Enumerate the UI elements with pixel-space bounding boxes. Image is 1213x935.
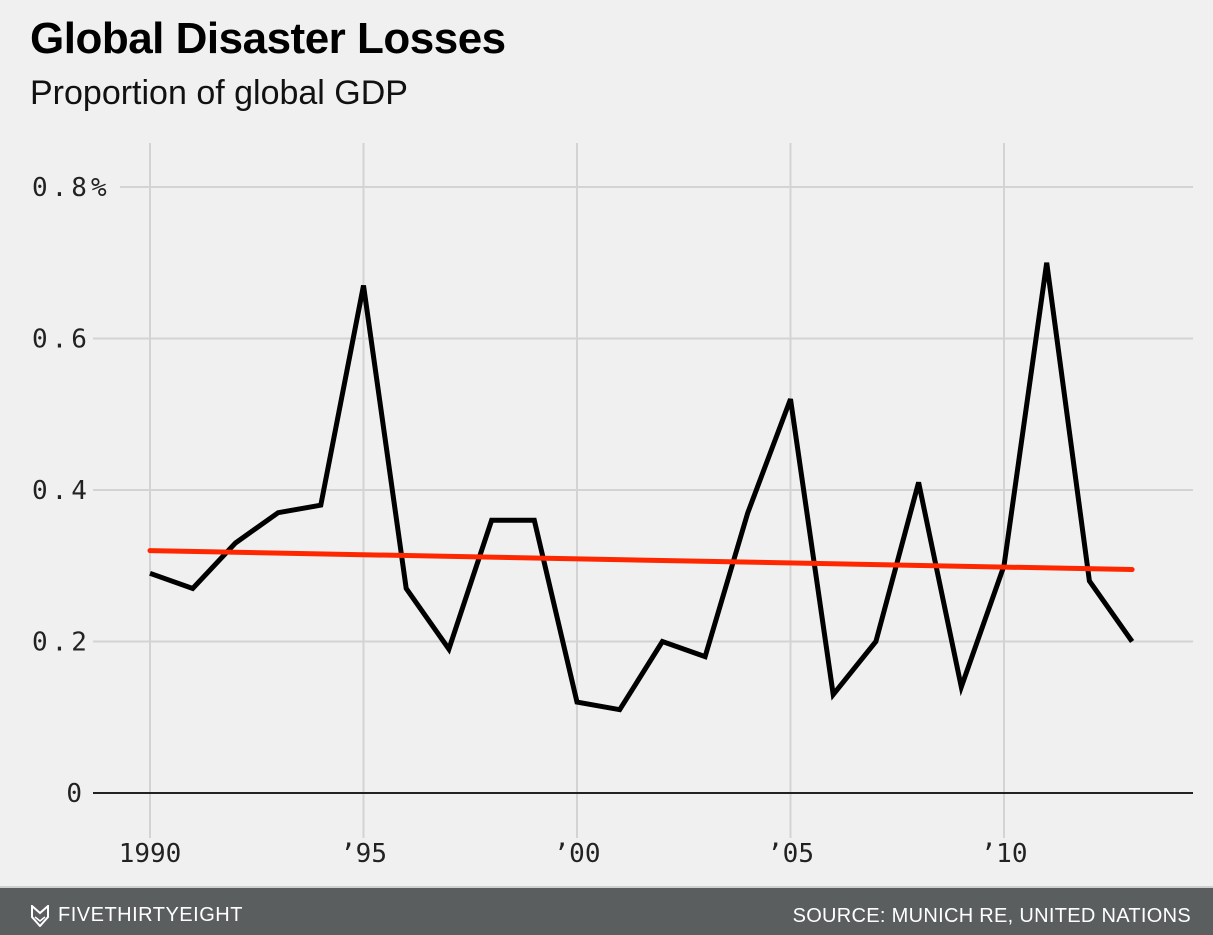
line-chart: 0 0.2 0.4 0.6 0.8% 1990 ’95 ’00 ’05 ’10 (32, 143, 1193, 869)
chart-subtitle: Proportion of global GDP (30, 74, 408, 112)
x-tick-label: ’95 (340, 839, 387, 869)
chart-title: Global Disaster Losses (30, 14, 506, 63)
y-tick-label: 0.6 (32, 325, 91, 355)
y-tick-label: 0.4 (32, 476, 91, 506)
trend-line (147, 548, 1135, 573)
x-tick-label: ’05 (767, 839, 814, 869)
series (147, 262, 1135, 713)
x-tick-label: 1990 (119, 839, 182, 869)
data-line (149, 262, 1135, 713)
grid (93, 143, 1193, 838)
y-axis: 0 0.2 0.4 0.6 0.8% (32, 173, 1193, 809)
brand: FIVETHIRTYEIGHT (30, 904, 243, 927)
x-tick-label: ’00 (554, 839, 601, 869)
y-tick-label: 0.8% (32, 173, 111, 203)
source-note: SOURCE: MUNICH RE, UNITED NATIONS (792, 905, 1191, 927)
y-tick-label: 0.2 (32, 628, 91, 658)
fox-logo-icon (31, 904, 49, 927)
x-axis: 1990 ’95 ’00 ’05 ’10 (119, 839, 1028, 869)
footer: FIVETHIRTYEIGHT SOURCE: MUNICH RE, UNITE… (0, 886, 1213, 935)
brand-name: FIVETHIRTYEIGHT (58, 904, 243, 926)
x-tick-label: ’10 (981, 839, 1028, 869)
y-tick-label: 0 (66, 779, 82, 809)
